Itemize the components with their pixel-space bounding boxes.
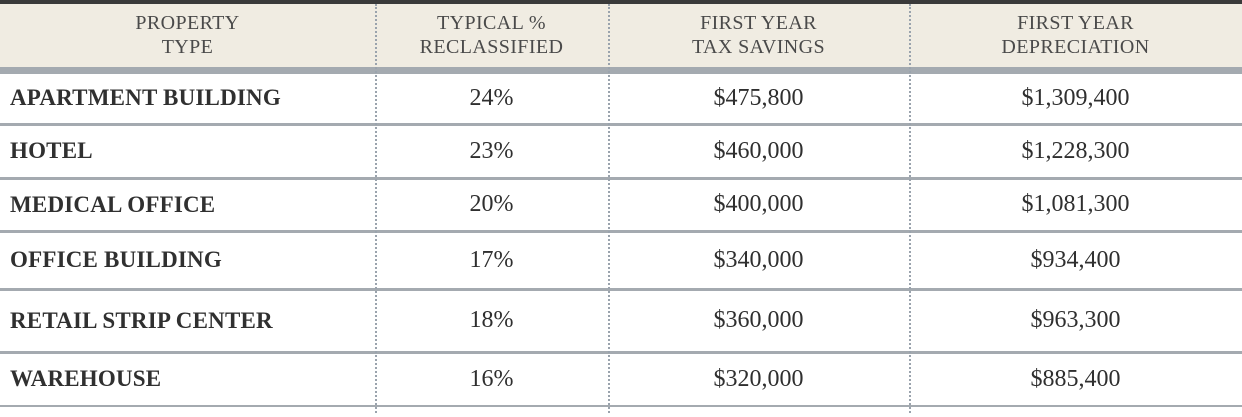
- column-divider: [608, 4, 610, 413]
- depreciation-cell: $963,300: [909, 289, 1242, 354]
- property-savings-table: PROPERTY TYPE TYPICAL % RECLASSIFIED FIR…: [0, 0, 1242, 407]
- table-body: APARTMENT BUILDING 24% $475,800 $1,309,4…: [0, 70, 1242, 407]
- table-row: HOTEL 23% $460,000 $1,228,300: [0, 124, 1242, 180]
- reclassified-percent-cell: 23%: [375, 124, 608, 180]
- table-row: RETAIL STRIP CENTER 18% $360,000 $963,30…: [0, 289, 1242, 354]
- tax-savings-cell: $320,000: [608, 352, 909, 407]
- header-first-year-tax-savings: FIRST YEAR TAX SAVINGS: [608, 0, 909, 74]
- depreciation-cell: $885,400: [909, 352, 1242, 407]
- column-divider: [375, 4, 377, 413]
- property-type-cell: MEDICAL OFFICE: [0, 178, 375, 233]
- reclassified-percent-cell: 16%: [375, 352, 608, 407]
- header-typical-reclassified: TYPICAL % RECLASSIFIED: [375, 0, 608, 74]
- reclassified-percent-cell: 18%: [375, 289, 608, 354]
- table-row: OFFICE BUILDING 17% $340,000 $934,400: [0, 231, 1242, 291]
- table-row: MEDICAL OFFICE 20% $400,000 $1,081,300: [0, 178, 1242, 233]
- property-type-cell: WAREHOUSE: [0, 352, 375, 407]
- table-header: PROPERTY TYPE TYPICAL % RECLASSIFIED FIR…: [0, 0, 1242, 74]
- property-type-cell: APARTMENT BUILDING: [0, 70, 375, 126]
- header-first-year-depreciation: FIRST YEAR DEPRECIATION: [909, 0, 1242, 74]
- depreciation-cell: $1,228,300: [909, 124, 1242, 180]
- tax-savings-cell: $475,800: [608, 70, 909, 126]
- tax-savings-cell: $340,000: [608, 231, 909, 291]
- table-row: WAREHOUSE 16% $320,000 $885,400: [0, 352, 1242, 407]
- reclassified-percent-cell: 20%: [375, 178, 608, 233]
- tax-savings-cell: $400,000: [608, 178, 909, 233]
- column-divider: [909, 4, 911, 413]
- table-row: APARTMENT BUILDING 24% $475,800 $1,309,4…: [0, 70, 1242, 126]
- depreciation-cell: $1,309,400: [909, 70, 1242, 126]
- tax-savings-cell: $360,000: [608, 289, 909, 354]
- depreciation-cell: $934,400: [909, 231, 1242, 291]
- depreciation-cell: $1,081,300: [909, 178, 1242, 233]
- header-row: PROPERTY TYPE TYPICAL % RECLASSIFIED FIR…: [0, 0, 1242, 74]
- reclassified-percent-cell: 24%: [375, 70, 608, 126]
- property-type-cell: OFFICE BUILDING: [0, 231, 375, 291]
- tax-savings-cell: $460,000: [608, 124, 909, 180]
- reclassified-percent-cell: 17%: [375, 231, 608, 291]
- property-type-cell: HOTEL: [0, 124, 375, 180]
- property-type-cell: RETAIL STRIP CENTER: [0, 289, 375, 354]
- header-property-type: PROPERTY TYPE: [0, 0, 375, 74]
